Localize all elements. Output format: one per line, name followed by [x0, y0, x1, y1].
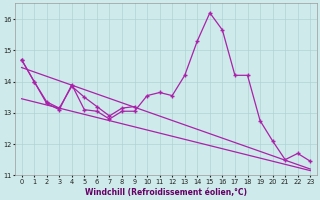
X-axis label: Windchill (Refroidissement éolien,°C): Windchill (Refroidissement éolien,°C)	[85, 188, 247, 197]
